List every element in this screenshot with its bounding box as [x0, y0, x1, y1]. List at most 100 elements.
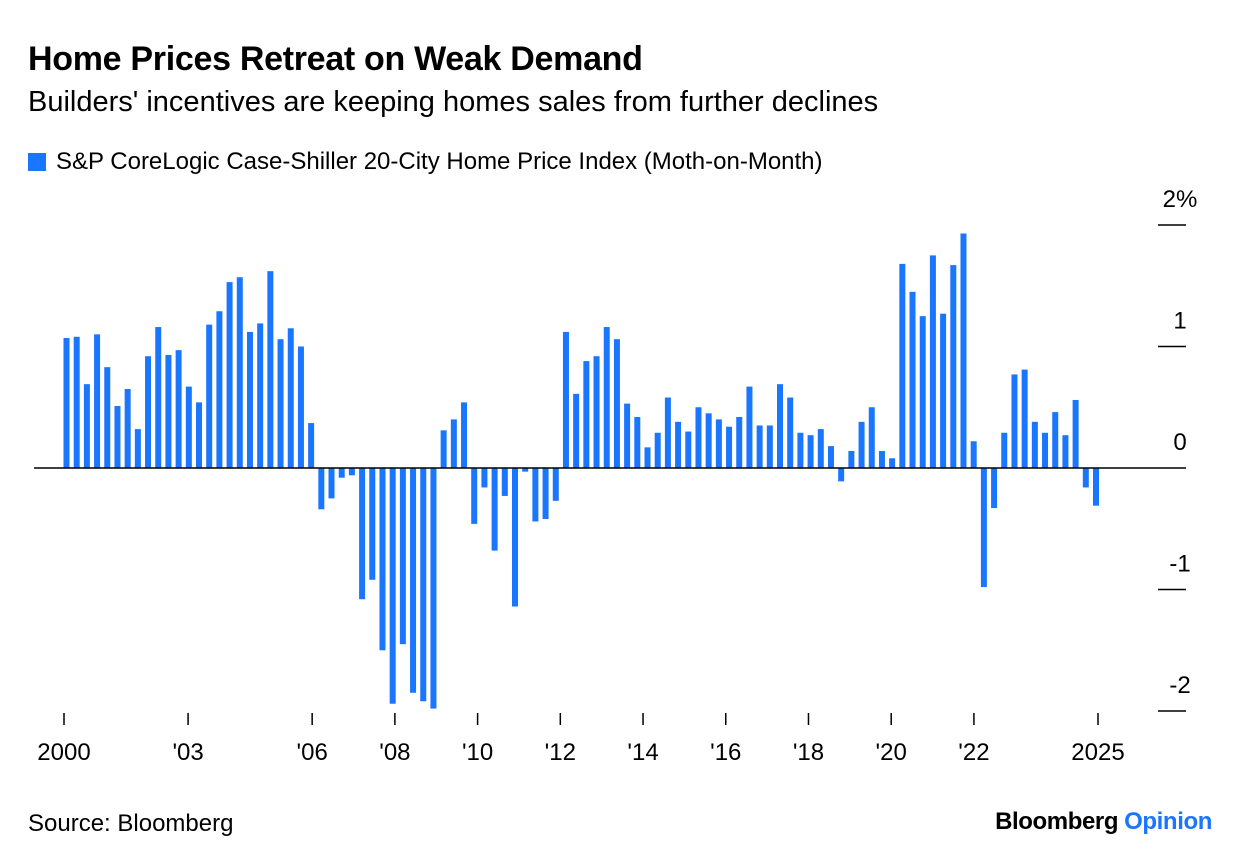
bar: [827, 446, 834, 468]
bar: [359, 468, 366, 600]
bar: [644, 447, 651, 468]
bar: [1093, 468, 1099, 506]
bar: [328, 468, 335, 499]
bar: [593, 356, 600, 468]
bar: [94, 334, 101, 468]
bar: [73, 336, 80, 468]
bar: [746, 386, 753, 468]
bar: [868, 407, 875, 468]
bar: [430, 468, 437, 709]
bar: [145, 356, 152, 468]
bar: [817, 429, 824, 468]
bar: [960, 233, 967, 468]
bar: [420, 468, 427, 702]
legend-swatch: [28, 153, 46, 171]
bar: [929, 255, 936, 469]
legend-label: S&P CoreLogic Case-Shiller 20-City Home …: [56, 148, 823, 175]
bar: [124, 389, 131, 468]
chart-legend: S&P CoreLogic Case-Shiller 20-City Home …: [28, 148, 823, 176]
bar: [603, 327, 610, 468]
bar: [715, 419, 722, 468]
chart-title: Home Prices Retreat on Weak Demand: [28, 40, 643, 78]
bar: [838, 468, 845, 482]
bar: [899, 263, 906, 468]
bar: [787, 397, 794, 468]
bar: [634, 416, 641, 468]
bar: [1001, 432, 1008, 468]
bar: [185, 386, 192, 468]
bar: [654, 432, 661, 468]
bar: [705, 413, 712, 468]
bar: [562, 331, 569, 468]
bar: [583, 361, 590, 468]
bar: [257, 323, 264, 468]
y-tick-label: -2: [1169, 672, 1190, 699]
bar: [236, 277, 243, 468]
x-tick-label: '14: [627, 739, 658, 766]
bar: [797, 432, 804, 468]
bar: [919, 316, 926, 469]
x-tick-label: '10: [462, 739, 493, 766]
bar: [766, 425, 773, 468]
x-tick-label: 2025: [1071, 739, 1124, 766]
bar: [216, 311, 223, 468]
bar: [501, 468, 508, 496]
bar: [542, 468, 549, 520]
bar: [522, 468, 529, 472]
bar: [970, 441, 977, 468]
x-tick-label: '18: [793, 739, 824, 766]
bar: [287, 328, 294, 468]
bar: [736, 416, 743, 468]
brand-suffix: Opinion: [1124, 808, 1212, 835]
bar: [878, 450, 885, 468]
bar: [695, 407, 702, 468]
bar: [613, 339, 620, 468]
bar: [1062, 435, 1069, 468]
bar: [491, 468, 498, 551]
x-tick-label: '22: [958, 739, 989, 766]
bar: [410, 468, 417, 693]
bar: [1021, 369, 1028, 468]
bar: [980, 468, 987, 588]
x-tick-label: '08: [379, 739, 410, 766]
bar: [450, 419, 457, 468]
x-tick-label: 2000: [37, 739, 90, 766]
bar: [532, 468, 539, 522]
bar: [471, 468, 478, 524]
bar: [206, 324, 213, 468]
bar: [675, 421, 682, 468]
bar: [858, 421, 865, 468]
bar: [114, 406, 121, 468]
bar: [726, 426, 733, 468]
y-tick-label: -1: [1169, 551, 1190, 578]
bar: [369, 468, 376, 580]
bar: [777, 384, 784, 468]
x-tick-label: '12: [545, 739, 576, 766]
bar: [277, 339, 284, 468]
bar: [848, 450, 855, 468]
chart-subtitle: Builders' incentives are keeping homes s…: [28, 86, 879, 118]
bar: [624, 403, 631, 468]
y-tick-label: 0: [1173, 429, 1186, 456]
bar: [1031, 421, 1038, 468]
bar: [1052, 412, 1059, 468]
bar: [950, 265, 957, 468]
x-tick-label: '03: [172, 739, 203, 766]
bar: [1082, 468, 1089, 488]
source-note: Source: Bloomberg: [28, 810, 234, 837]
bar: [1011, 374, 1018, 468]
bar: [318, 468, 325, 510]
bar: [267, 271, 274, 468]
bar: [104, 367, 111, 468]
bar: [175, 350, 182, 468]
bar: [512, 468, 518, 607]
x-tick-label: '16: [710, 739, 741, 766]
bar: [308, 423, 315, 468]
bar: [165, 355, 172, 468]
brand-logo: Bloomberg Opinion: [995, 808, 1212, 836]
bar: [909, 291, 916, 468]
bar: [756, 425, 763, 468]
bar: [991, 468, 998, 509]
x-tick-label: '06: [297, 739, 328, 766]
